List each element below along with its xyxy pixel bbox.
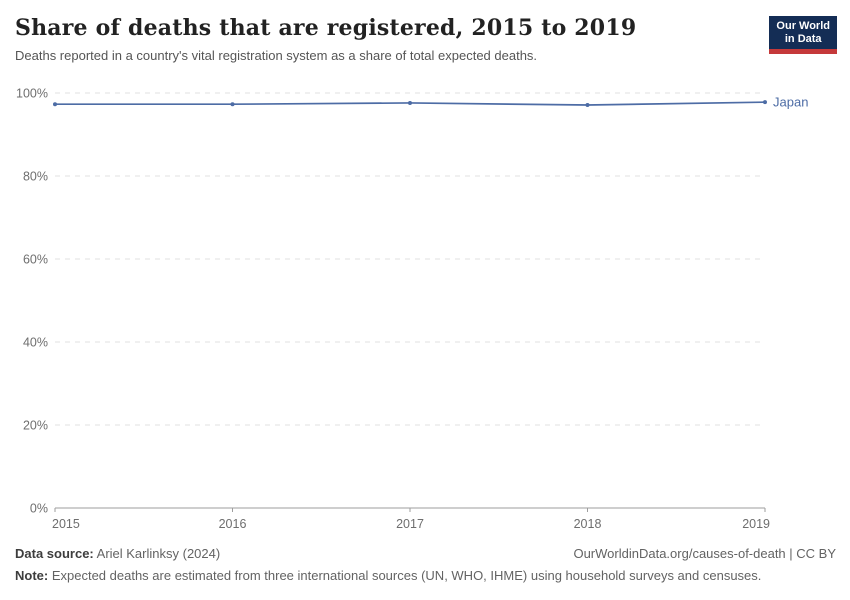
x-tick-label: 2019	[742, 517, 770, 531]
chart-svg: 0% 20% 40% 60% 80% 100% 2015 2016 2017 2018 2019 Ja…	[16, 87, 808, 532]
chart-header: Share of deaths that are registered, 201…	[0, 0, 850, 64]
footer-row: Data source: Ariel Karlinksy (2024) OurW…	[15, 546, 836, 561]
data-point[interactable]	[408, 100, 412, 105]
y-tick-label: 80%	[23, 170, 48, 184]
x-tick-label: 2018	[574, 517, 602, 531]
entity-label[interactable]: Japan	[773, 95, 808, 110]
y-tick-label: 100%	[16, 87, 48, 101]
y-tick-label: 20%	[23, 419, 48, 433]
logo-line2: in Data	[784, 33, 822, 45]
logo-line1: Our World	[776, 20, 830, 32]
data-point[interactable]	[585, 103, 590, 108]
chart-title: Share of deaths that are registered, 201…	[15, 15, 637, 41]
data-point[interactable]	[763, 100, 767, 105]
x-tick-label: 2016	[219, 517, 247, 531]
owid-logo: Our World in Data	[769, 16, 837, 54]
y-tick-label: 40%	[23, 336, 48, 350]
y-tick-label: 0%	[30, 502, 48, 516]
attribution-link[interactable]: OurWorldinData.org/causes-of-death | CC …	[573, 546, 836, 561]
data-source: Data source: Ariel Karlinksy (2024)	[15, 546, 220, 561]
data-source-label: Data source:	[15, 546, 94, 561]
data-source-value: Ariel Karlinksy (2024)	[93, 546, 221, 561]
chart-note: Note: Expected deaths are estimated from…	[15, 568, 836, 583]
note-label: Note:	[15, 568, 49, 583]
chart-footer: Data source: Ariel Karlinksy (2024) OurW…	[15, 546, 836, 583]
data-point[interactable]	[53, 102, 57, 107]
data-point[interactable]	[230, 102, 235, 107]
chart-subtitle: Deaths reported in a country's vital reg…	[15, 48, 538, 63]
note-value: Expected deaths are estimated from three…	[48, 568, 762, 583]
x-tick-label: 2017	[396, 517, 424, 531]
y-tick-label: 60%	[23, 253, 48, 267]
x-tick-label: 2015	[52, 517, 80, 531]
